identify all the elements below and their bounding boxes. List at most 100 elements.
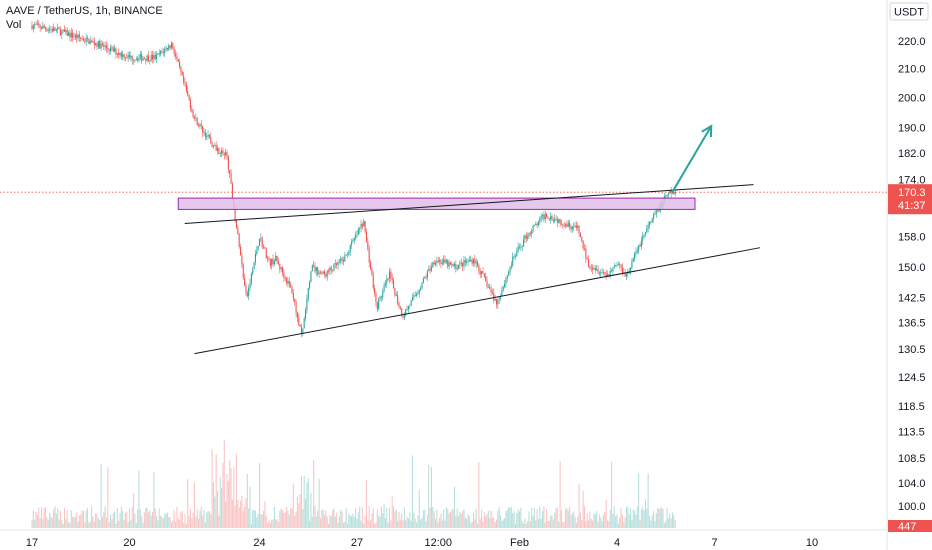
volume-bar [669, 513, 671, 528]
candle-body [558, 219, 560, 223]
candle-body [127, 54, 129, 59]
candle-body [118, 53, 120, 56]
resistance-zone[interactable] [177, 197, 696, 210]
candle-body [300, 326, 303, 334]
volume-bar [214, 496, 216, 528]
currency-button[interactable] [889, 2, 929, 21]
candle-body [356, 234, 358, 235]
volume-bar [85, 510, 87, 528]
volume-bar [58, 519, 60, 528]
candle-body [81, 38, 83, 40]
candle-body [268, 257, 270, 260]
volume-bar [142, 522, 144, 528]
projection-arrow[interactable] [671, 125, 713, 193]
candle-body [219, 153, 221, 154]
candle-body [573, 226, 575, 228]
candle-body [286, 277, 288, 284]
volume-bar [188, 515, 190, 528]
volume-bar [581, 520, 583, 528]
candle-body [261, 237, 263, 247]
candle-body [620, 264, 622, 268]
candle-body [564, 224, 567, 226]
candle-body [495, 298, 498, 305]
candle-body [176, 56, 178, 60]
volume-bar [31, 520, 33, 528]
candle-body [592, 267, 594, 270]
candle-body [429, 269, 431, 271]
candle-body [84, 40, 86, 42]
candle-body [589, 266, 591, 268]
volume-bar [623, 522, 625, 528]
candle-body [608, 274, 610, 276]
candle-body [284, 277, 286, 279]
lower-trendline[interactable] [194, 247, 761, 355]
volume-bar [69, 523, 71, 528]
volume-bar [552, 519, 554, 528]
candle-body [288, 280, 290, 285]
volume-bar [356, 519, 358, 528]
volume-bar [403, 507, 405, 528]
volume-bar [359, 506, 361, 528]
candle-body [68, 32, 70, 36]
volume-bar [108, 522, 110, 528]
candle-body [479, 271, 481, 275]
volume-bar [458, 515, 460, 528]
candle-body [604, 271, 606, 274]
candle-body [263, 246, 265, 248]
candle-body [512, 256, 514, 266]
x-tick-label: 10 [806, 537, 818, 549]
volume-bar [268, 520, 270, 528]
candle-body [317, 267, 319, 275]
volume-bar [666, 507, 668, 528]
candle-body [329, 267, 331, 272]
candle-body [57, 27, 59, 30]
volume-bar [280, 508, 282, 528]
candle-body [399, 306, 401, 309]
volume-bar [328, 523, 330, 528]
volume-bar [44, 507, 47, 528]
candle-body [237, 227, 239, 235]
candle-body [192, 110, 194, 118]
volume-bar [550, 515, 552, 528]
candle-body [629, 267, 632, 271]
volume-bar [650, 520, 652, 528]
candle-body [173, 49, 175, 55]
candle-body [91, 40, 93, 42]
volume-bar [551, 515, 553, 528]
candle-body [444, 259, 446, 263]
upper-trendline[interactable] [184, 184, 754, 224]
currency-button-label: USDT [894, 7, 924, 19]
candle-body [489, 286, 491, 289]
candle-body [434, 262, 437, 265]
candle-body [49, 29, 51, 30]
candle-body [158, 53, 160, 54]
volume-bar [165, 513, 167, 528]
volume-bar [616, 514, 618, 528]
volume-bar [104, 506, 106, 528]
volume-bar [608, 520, 610, 528]
volume-bar [380, 506, 382, 528]
candle-body [244, 278, 246, 286]
volume-bar [449, 511, 451, 528]
volume-bar [647, 473, 649, 528]
volume-bar [405, 520, 407, 528]
volume-bar [146, 507, 148, 528]
candle-body [531, 231, 533, 234]
candle-body [154, 54, 156, 60]
volume-bar [138, 470, 140, 528]
candle-body [59, 29, 61, 35]
candle-body [245, 285, 247, 293]
candle-body [239, 247, 242, 256]
volume-bar [463, 509, 465, 528]
volume-bar [284, 512, 286, 528]
volume-bar [620, 508, 622, 528]
candle-body [280, 267, 282, 270]
candle-body [490, 288, 492, 293]
candle-body [639, 245, 641, 247]
volume-bar [141, 516, 143, 528]
candle-body [360, 224, 362, 229]
candle-body [417, 292, 419, 295]
volume-bar [303, 475, 305, 528]
volume-bar [340, 509, 342, 528]
